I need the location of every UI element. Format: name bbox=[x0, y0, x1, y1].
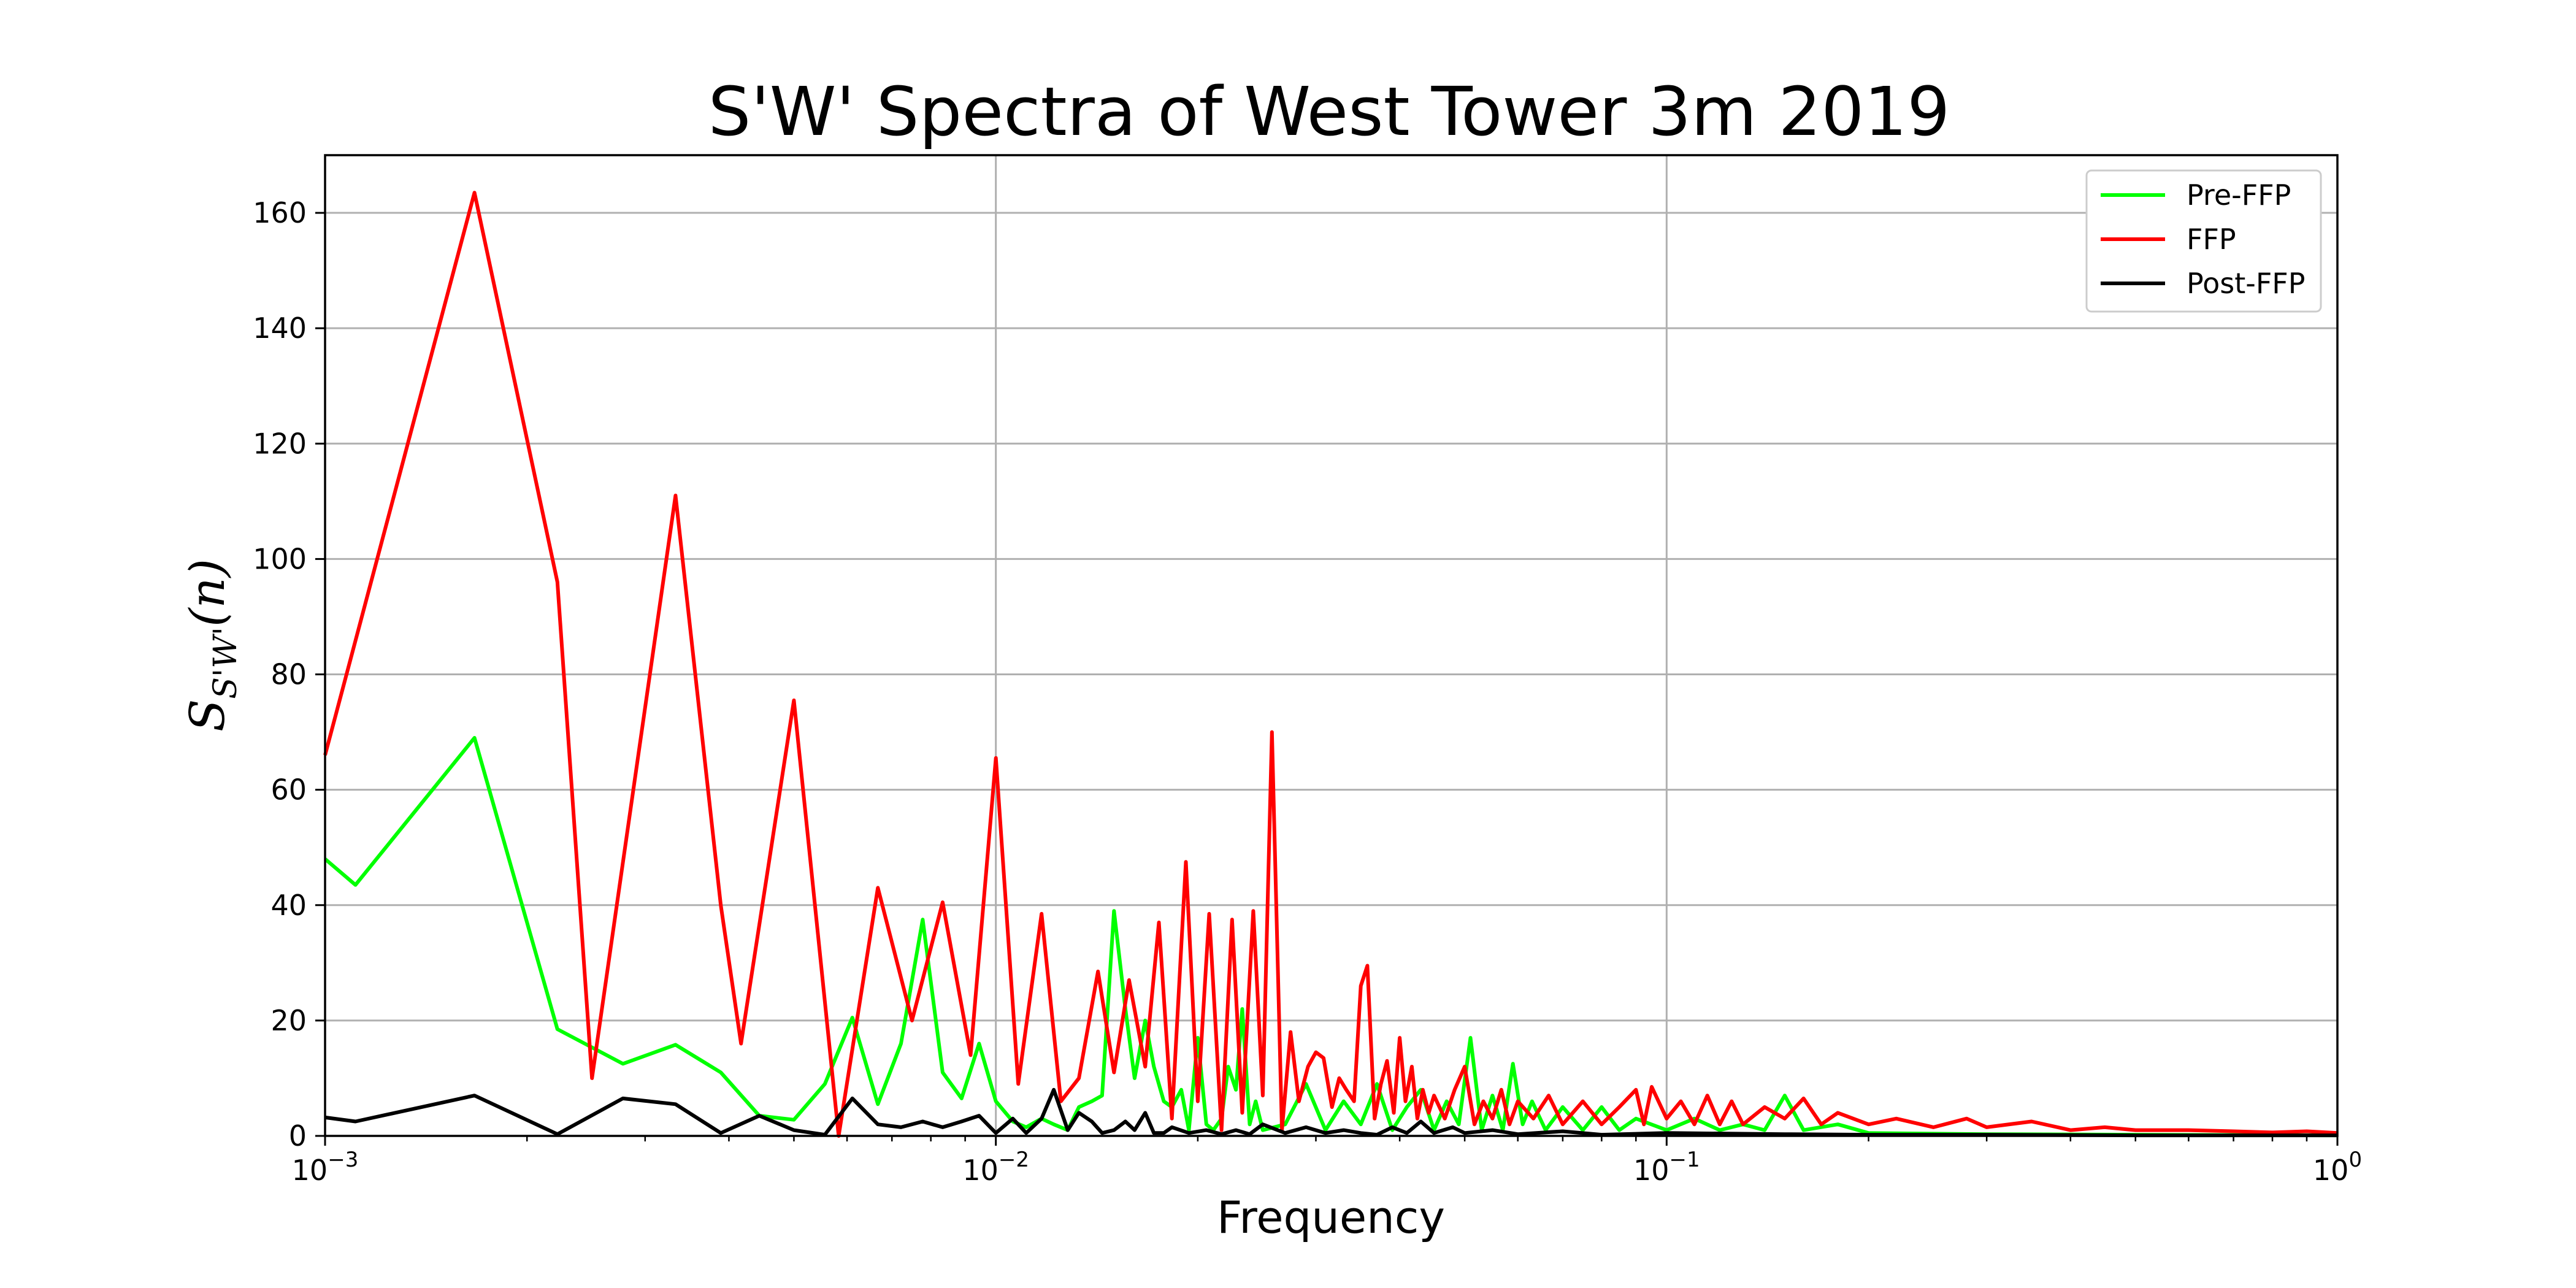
series-line-post-ffp bbox=[324, 1087, 2337, 1138]
y-tick-label: 60 bbox=[270, 773, 307, 807]
x-axis-label: Frequency bbox=[1217, 1192, 1445, 1243]
axis-ticks: 0 20 40 60 80 100 120 140 160 10−3 10−2 10−1 100 bbox=[253, 196, 2362, 1187]
y-axis-label-sub: S'W' bbox=[207, 627, 244, 699]
y-tick-label: 40 bbox=[270, 889, 307, 922]
x-tick-label: 100 bbox=[2313, 1148, 2362, 1187]
y-tick-label: 160 bbox=[253, 196, 307, 229]
y-axis-label: SS'W'(n) bbox=[180, 559, 244, 732]
series-line-ffp bbox=[323, 191, 2338, 1138]
legend-label-pre-ffp: Pre-FFP bbox=[2187, 178, 2291, 212]
y-tick-label: 140 bbox=[253, 312, 307, 345]
y-tick-label: 120 bbox=[253, 427, 307, 460]
x-tick-label: 10−1 bbox=[1633, 1148, 1700, 1187]
series-lines bbox=[323, 191, 2338, 1138]
x-tick-label: 10−3 bbox=[292, 1148, 359, 1187]
plot-frame bbox=[324, 154, 2339, 1137]
chart-title: S'W' Spectra of West Tower 3m 2019 bbox=[708, 72, 1950, 151]
svg-text:SS'W'(n): SS'W'(n) bbox=[180, 559, 244, 732]
y-axis-label-paren: (n) bbox=[180, 559, 236, 627]
x-tick-label: 10−2 bbox=[962, 1148, 1029, 1187]
legend: Pre-FFP FFP Post-FFP bbox=[2085, 169, 2322, 313]
y-axis-label-main: S bbox=[180, 699, 236, 732]
legend-label-post-ffp: Post-FFP bbox=[2187, 267, 2306, 300]
legend-box bbox=[2085, 169, 2322, 313]
legend-label-ffp: FFP bbox=[2187, 223, 2236, 256]
y-tick-label: 100 bbox=[253, 542, 307, 575]
y-tick-label: 80 bbox=[270, 658, 307, 691]
y-tick-label: 20 bbox=[270, 1004, 307, 1037]
y-tick-label: 0 bbox=[289, 1119, 307, 1152]
